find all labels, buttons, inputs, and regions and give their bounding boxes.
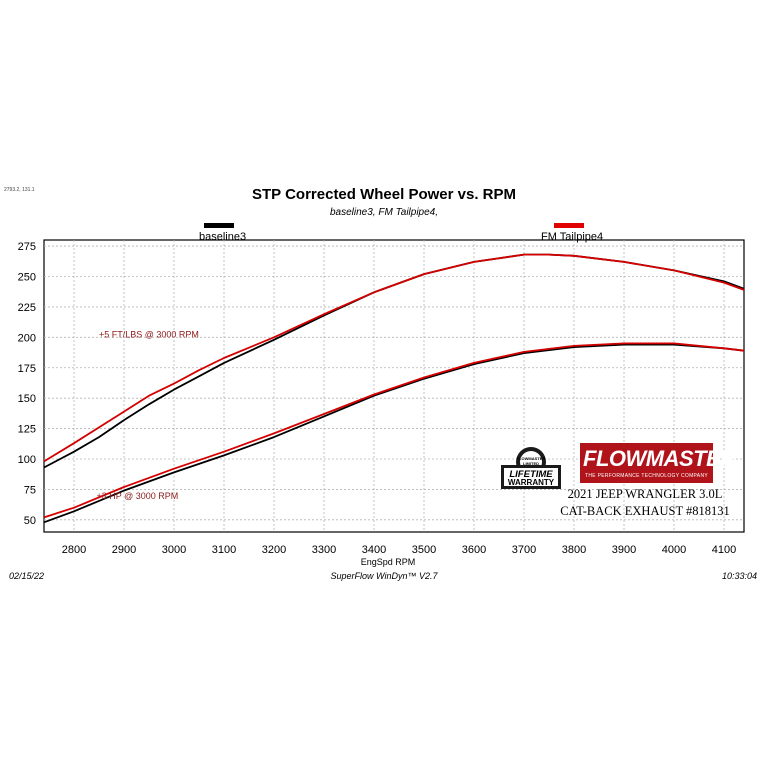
plot-frame bbox=[43, 239, 745, 533]
x-tick-label: 3400 bbox=[362, 544, 386, 556]
svg-text:LIMITED: LIMITED bbox=[523, 461, 539, 466]
x-tick-label: 2800 bbox=[62, 544, 86, 556]
y-tick-label: 200 bbox=[18, 332, 36, 344]
legend-swatch-fm bbox=[554, 223, 584, 228]
x-tick-label: 3300 bbox=[312, 544, 336, 556]
y-tick-label: 100 bbox=[18, 454, 36, 466]
svg-text:FLOWMASTER: FLOWMASTER bbox=[517, 456, 546, 461]
x-tick-label: 3000 bbox=[162, 544, 186, 556]
x-tick-label: 3700 bbox=[512, 544, 536, 556]
y-tick-label: 225 bbox=[18, 302, 36, 314]
svg-text:WARRANTY: WARRANTY bbox=[508, 478, 555, 487]
series-line-baseline3-power bbox=[43, 343, 745, 524]
x-tick-label: 3800 bbox=[562, 544, 586, 556]
x-tick-label: 3600 bbox=[462, 544, 486, 556]
y-tick-label: 125 bbox=[18, 424, 36, 436]
y-tick-label: 150 bbox=[18, 393, 36, 405]
x-tick-label: 3100 bbox=[212, 544, 236, 556]
series-line-baseline3-torque bbox=[43, 253, 745, 469]
series-line-fm-tailpipe4-power bbox=[43, 342, 745, 519]
product-line-1: 2021 JEEP WRANGLER 3.0L bbox=[567, 487, 723, 501]
x-tick-label: 3900 bbox=[612, 544, 636, 556]
product-line-2: CAT-BACK EXHAUST #818131 bbox=[560, 504, 730, 518]
y-tick-label: 75 bbox=[24, 484, 36, 496]
flowmaster-tagline: THE PERFORMANCE TECHNOLOGY COMPANY bbox=[585, 473, 708, 479]
chart-subtitle: baseline3, FM Tailpipe4, bbox=[329, 207, 439, 218]
legend-swatch-baseline bbox=[204, 223, 234, 228]
chart-title: STP Corrected Wheel Power vs. RPM bbox=[252, 186, 516, 203]
flowmaster-logo bbox=[580, 443, 713, 483]
flowmaster-logo-text: FLOWMASTER bbox=[583, 446, 736, 471]
y-tick-label: 175 bbox=[18, 363, 36, 375]
gain-annotation: +5 FT/LBS @ 3000 RPM bbox=[99, 329, 199, 339]
x-tick-label: 2900 bbox=[112, 544, 136, 556]
x-tick-label: 4000 bbox=[662, 544, 686, 556]
y-tick-label: 250 bbox=[18, 272, 36, 284]
lifetime-warranty-badge: LIFETIME WARRANTY FLOWMASTER LIMITED bbox=[501, 447, 561, 489]
gain-annotation: +3 HP @ 3000 RPM bbox=[97, 491, 179, 501]
footer-date: 02/15/22 bbox=[9, 571, 45, 581]
y-tick-label: 275 bbox=[18, 241, 36, 253]
y-tick-label: 50 bbox=[24, 515, 36, 527]
run-id-label: 2793.2, 131.1 bbox=[4, 187, 35, 193]
svg-text:LIFETIME: LIFETIME bbox=[509, 469, 553, 480]
series-line-fm-tailpipe4-torque bbox=[43, 253, 745, 463]
x-axis-label: EngSpd RPM bbox=[361, 557, 416, 567]
footer-software: SuperFlow WinDyn™ V2.7 bbox=[330, 571, 438, 581]
x-tick-label: 4100 bbox=[712, 544, 736, 556]
x-tick-label: 3200 bbox=[262, 544, 286, 556]
x-tick-label: 3500 bbox=[412, 544, 436, 556]
footer-time: 10:33:04 bbox=[722, 571, 758, 581]
